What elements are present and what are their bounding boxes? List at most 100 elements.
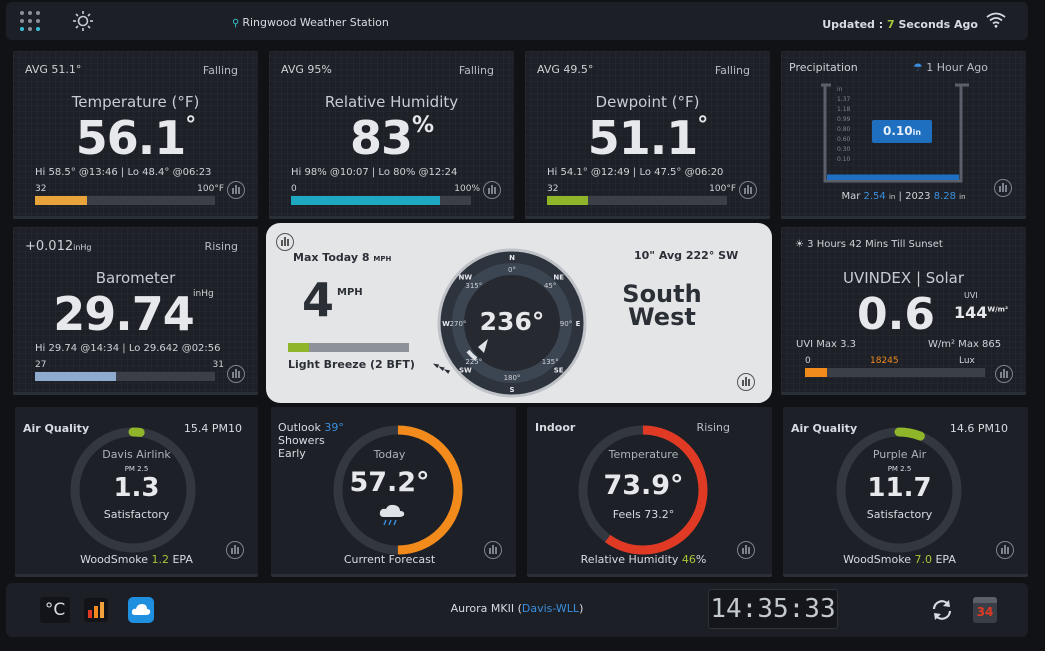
air-quality-davis-card[interactable]: Air Quality 15.4 PM10 Davis Airlink PM 2… bbox=[15, 407, 258, 577]
chart-icon[interactable] bbox=[995, 365, 1013, 383]
rain-gauge-tick: 1.18 bbox=[837, 106, 851, 113]
beaufort-bar bbox=[288, 343, 409, 352]
apps-menu-icon[interactable] bbox=[18, 9, 44, 35]
rain-gauge-ticks: in 1.37 1.18 0.99 0.80 0.60 0.30 0.10 bbox=[837, 85, 877, 165]
station-link[interactable]: Davis-WLL bbox=[521, 602, 580, 615]
indoor-trend: Rising bbox=[696, 421, 730, 434]
forecast-arc bbox=[333, 425, 463, 555]
station-location[interactable]: ⚲ Ringwood Weather Station bbox=[232, 16, 389, 29]
compass-point: E bbox=[576, 320, 581, 328]
chart-icon[interactable] bbox=[484, 541, 502, 559]
forecast-card[interactable]: Outlook 39° Showers Early Today 57.2° Cur… bbox=[271, 407, 516, 577]
precip-amount-badge: 0.10in bbox=[872, 120, 932, 143]
dewpoint-scale-min: 32 bbox=[547, 184, 559, 194]
chart-icon[interactable] bbox=[483, 181, 501, 199]
dewpoint-avg: AVG 49.5° bbox=[537, 63, 594, 76]
barometer-change: +0.012inHg bbox=[25, 239, 92, 254]
indoor-card[interactable]: Indoor Rising Temperature 73.9° Feels 73… bbox=[527, 407, 772, 577]
temperature-trend: Falling bbox=[202, 64, 238, 77]
chart-icon[interactable] bbox=[994, 179, 1012, 197]
barometer-card[interactable]: +0.012inHg Rising Barometer 29.74 inHg H… bbox=[13, 227, 258, 395]
bottom-bar: °C Aurora MKII (Davis-WLL) 14:35:33 34 bbox=[6, 583, 1028, 637]
chart-icon[interactable] bbox=[227, 181, 245, 199]
wind-card[interactable]: Max Today 8 MPH 4 MPH Light Breeze (2 BF… bbox=[266, 223, 772, 403]
aq-purple-title: Air Quality bbox=[791, 422, 858, 435]
barometer-title: Barometer bbox=[95, 269, 176, 287]
humidity-hilo: Hi 98% @10:07 | Lo 80% @12:24 bbox=[291, 167, 458, 178]
indoor-value: 73.9° bbox=[603, 470, 684, 501]
wifi-icon bbox=[986, 12, 1006, 28]
rain-gauge-tick: 1.37 bbox=[837, 96, 851, 103]
aq-davis-arc bbox=[70, 427, 196, 553]
uvi-label: UVI bbox=[964, 291, 978, 300]
rain-gauge-tick: 0.10 bbox=[837, 156, 851, 163]
wind-max-today: Max Today 8 MPH bbox=[293, 251, 392, 264]
calendar-icon[interactable]: 34 bbox=[973, 597, 997, 623]
precipitation-card[interactable]: Precipitation ☂ 1 Hour Ago in 1.37 1.18 0.9… bbox=[781, 51, 1026, 219]
dewpoint-card[interactable]: AVG 49.5° Falling Dewpoint (°F) 51.1° Hi… bbox=[525, 51, 770, 219]
indoor-ring bbox=[578, 425, 708, 555]
compass-degree: 315° bbox=[465, 282, 482, 290]
wind-direction-degrees: 236° bbox=[480, 307, 545, 336]
compass-degree: 0° bbox=[508, 266, 516, 274]
aq-purple-source: Purple Air bbox=[872, 448, 927, 461]
rain-gauge-tick: in bbox=[837, 86, 843, 93]
sun-icon: ☀ bbox=[795, 239, 804, 250]
rain-gauge-tick: 0.60 bbox=[837, 136, 851, 143]
compass-point: SW bbox=[459, 367, 472, 375]
sunset-countdown: ☀ 3 Hours 42 Mins Till Sunset bbox=[795, 239, 943, 250]
unit-toggle-button[interactable]: °C bbox=[40, 597, 70, 623]
chart-icon[interactable] bbox=[227, 365, 245, 383]
rain-gauge bbox=[821, 83, 969, 183]
temperature-bar-fill bbox=[35, 196, 88, 205]
chart-icon[interactable] bbox=[739, 181, 757, 199]
updated-suffix: Seconds Ago bbox=[898, 18, 979, 31]
barometer-value: 29.74 bbox=[53, 287, 195, 341]
precip-totals: Mar 2.54 in | 2023 8.28 in bbox=[841, 191, 966, 202]
temperature-avg: AVG 51.1° bbox=[25, 63, 82, 76]
indoor-feels: Feels 73.2° bbox=[612, 508, 675, 521]
chart-icon[interactable] bbox=[737, 541, 755, 559]
aq-purple-ring bbox=[836, 427, 962, 553]
wind-speed: 4 bbox=[302, 273, 335, 327]
updated-status: Updated : 7 Seconds Ago bbox=[822, 18, 978, 31]
solar-max: W/m² Max 865 bbox=[928, 339, 1002, 350]
humidity-card[interactable]: AVG 95% Falling Relative Humidity 83% Hi… bbox=[269, 51, 514, 219]
barometer-bar-fill bbox=[35, 372, 116, 381]
chart-icon[interactable] bbox=[996, 541, 1014, 559]
theme-toggle-icon[interactable] bbox=[72, 10, 94, 32]
temperature-card[interactable]: AVG 51.1° Falling Temperature (°F) 56.1°… bbox=[13, 51, 258, 219]
air-quality-purple-card[interactable]: Air Quality 14.6 PM10 Purple Air PM 2.5 … bbox=[783, 407, 1028, 577]
top-bar: ⚲ Ringwood Weather Station Updated : 7 Se… bbox=[6, 2, 1028, 40]
chart-icon[interactable] bbox=[276, 233, 294, 251]
umbrella-icon: ☂ bbox=[912, 61, 923, 74]
rain-cloud-icon bbox=[379, 504, 405, 526]
wind-direction-name: South West bbox=[622, 280, 702, 331]
charts-icon[interactable] bbox=[84, 598, 108, 622]
humidity-value: 83% bbox=[349, 111, 434, 165]
clock-display: 14:35:33 bbox=[708, 589, 838, 629]
dewpoint-scale-max: 100°F bbox=[709, 184, 736, 194]
aq-purple-arc bbox=[836, 427, 962, 553]
forecast-outlook: Outlook 39° Showers Early bbox=[278, 421, 344, 460]
weather-cloud-icon[interactable] bbox=[128, 597, 154, 623]
aq-davis-pm10: 15.4 PM10 bbox=[183, 422, 242, 435]
humidity-avg: AVG 95% bbox=[281, 63, 332, 76]
solar-value: 144W/m² bbox=[954, 303, 1009, 322]
indoor-label: Temperature bbox=[608, 448, 679, 461]
precipitation-title: Precipitation bbox=[789, 61, 858, 74]
forecast-day: Today bbox=[373, 448, 406, 461]
humidity-bar-fill bbox=[291, 196, 441, 205]
chart-icon[interactable] bbox=[226, 541, 244, 559]
uv-solar-card[interactable]: ☀ 3 Hours 42 Mins Till Sunset UVINDEX | … bbox=[781, 227, 1026, 395]
chart-icon[interactable] bbox=[737, 373, 755, 391]
beaufort-label: Light Breeze (2 BFT) bbox=[288, 358, 415, 371]
humidity-scale-min: 0 bbox=[291, 184, 297, 194]
humidity-trend: Falling bbox=[458, 64, 494, 77]
uv-scale-min: 0 bbox=[805, 356, 811, 366]
temperature-scale-min: 32 bbox=[35, 184, 47, 194]
compass-degree: 135° bbox=[542, 358, 559, 366]
indoor-humidity: Relative Humidity 46% bbox=[580, 553, 707, 566]
refresh-icon[interactable] bbox=[930, 598, 954, 622]
dewpoint-title: Dewpoint (°F) bbox=[595, 93, 700, 111]
